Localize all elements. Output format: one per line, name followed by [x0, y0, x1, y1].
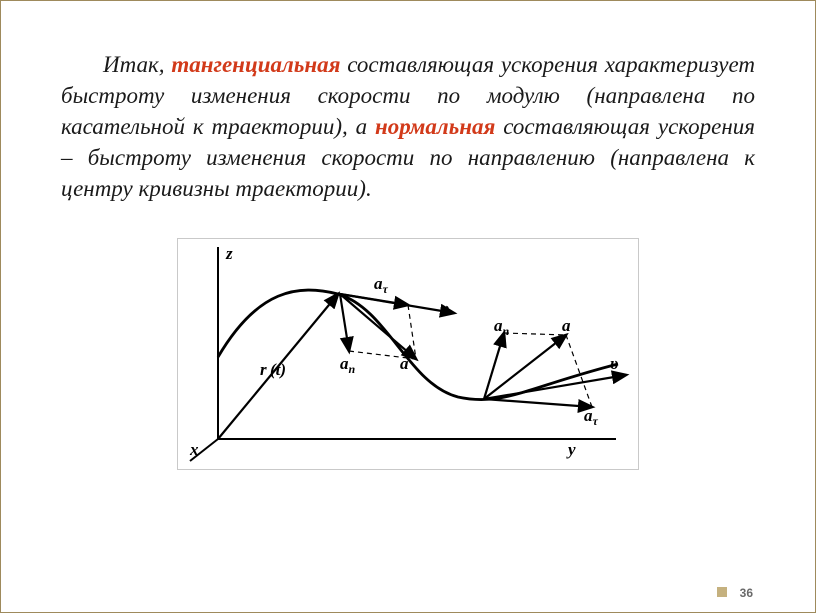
highlight-normal: нормальная	[375, 114, 495, 139]
svg-text:y: y	[566, 440, 576, 459]
svg-text:υ: υ	[610, 354, 618, 373]
slide: Итак, тангенциальная составляющая ускоре…	[0, 0, 816, 613]
svg-text:r: r	[260, 360, 267, 379]
highlight-tangential: тангенциальная	[171, 52, 340, 77]
accent-square	[717, 587, 727, 597]
diagram-container: z y x r(t) aτ υ an a an a υ aτ	[61, 238, 755, 470]
text-1: Итак,	[103, 52, 171, 77]
svg-text:a: a	[400, 354, 409, 373]
svg-text:x: x	[189, 440, 199, 459]
diagram-svg: z y x r(t) aτ υ an a an a υ aτ	[178, 239, 638, 469]
svg-text:an: an	[340, 354, 356, 376]
page-number: 36	[740, 586, 753, 600]
svg-text:(t): (t)	[270, 360, 286, 379]
svg-text:aτ: aτ	[584, 406, 599, 428]
svg-text:υ: υ	[441, 299, 449, 318]
svg-text:a: a	[562, 316, 571, 335]
svg-text:an: an	[494, 316, 510, 338]
body-paragraph: Итак, тангенциальная составляющая ускоре…	[61, 49, 755, 204]
svg-text:aτ: aτ	[374, 274, 389, 296]
svg-text:z: z	[225, 244, 233, 263]
acceleration-diagram: z y x r(t) aτ υ an a an a υ aτ	[177, 238, 639, 470]
